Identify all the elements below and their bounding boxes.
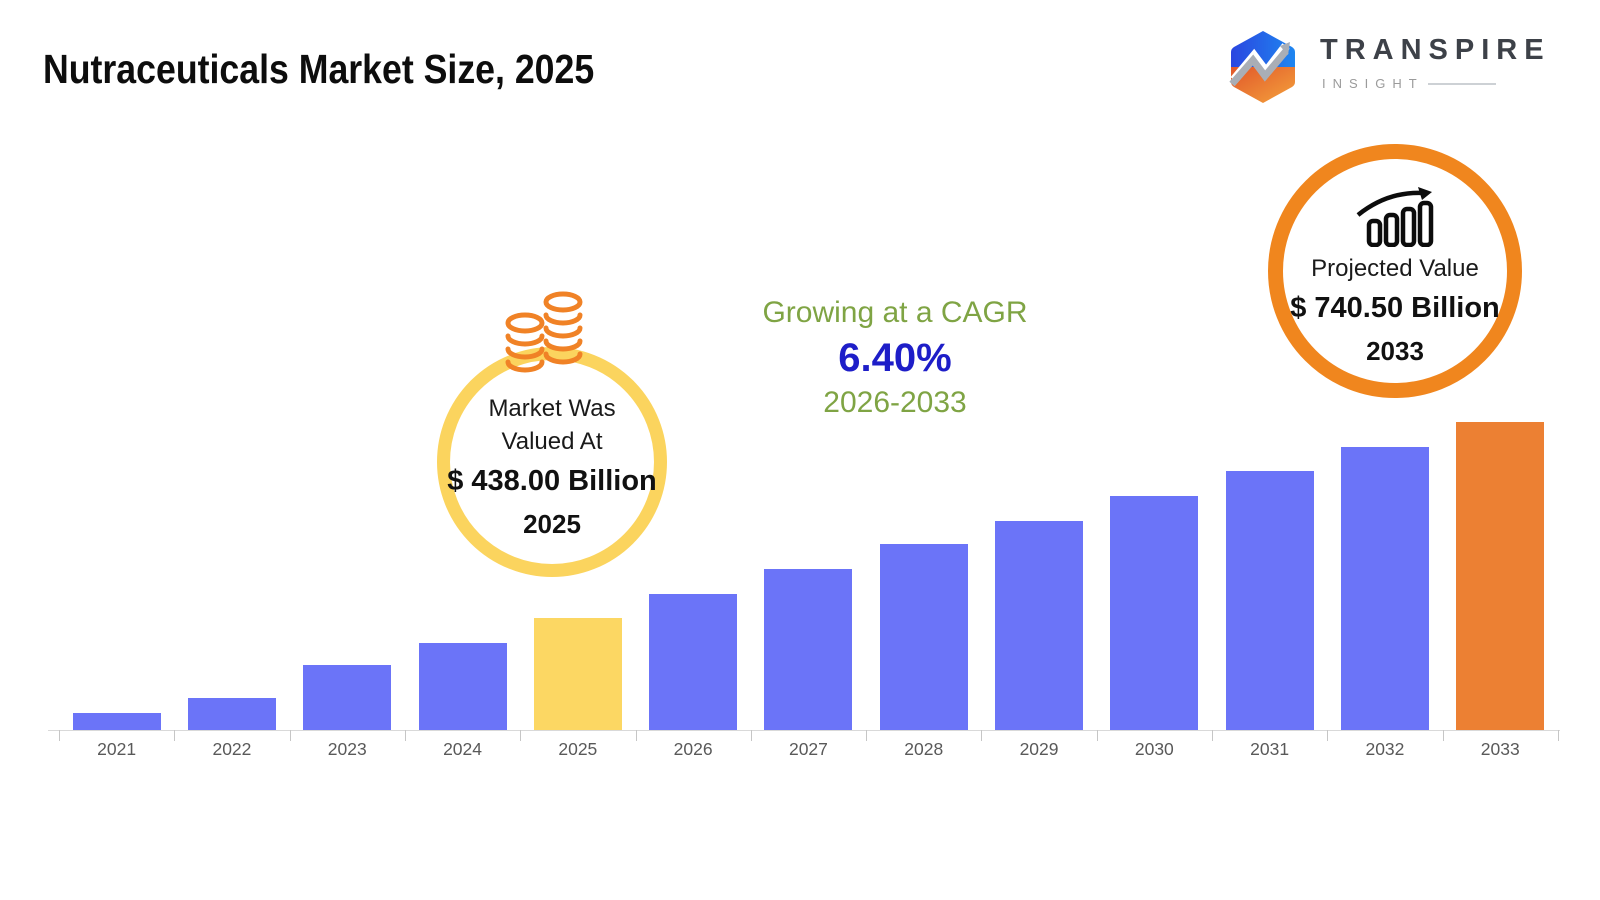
- bar-2022: [187, 698, 276, 730]
- bar-2032: [1340, 447, 1429, 730]
- x-axis-tick: [1327, 730, 1329, 741]
- coins-stack-icon: [505, 291, 583, 373]
- cagr-range: 2026-2033: [823, 386, 967, 419]
- bar-2030: [1110, 496, 1199, 730]
- x-axis-tick: [750, 730, 752, 741]
- x-axis-tick: [866, 730, 868, 741]
- brand-logo: TRANSPIRE INSIGHT: [1224, 24, 1544, 108]
- x-axis-label-2028: 2028: [904, 739, 944, 759]
- bar-2024: [418, 643, 507, 730]
- cagr-value: 6.40%: [838, 336, 952, 380]
- x-axis-tick: [981, 730, 983, 741]
- x-axis-tick: [1212, 730, 1213, 741]
- valued-line2: Valued At: [501, 428, 603, 455]
- bar-2023: [303, 665, 392, 730]
- x-axis-tick: [635, 730, 637, 741]
- transpire-logo-mark-icon: [1229, 31, 1295, 103]
- brand-subtitle-rule: [1427, 82, 1496, 85]
- x-axis-label-2026: 2026: [673, 739, 713, 759]
- bar-2033: [1456, 422, 1545, 730]
- x-axis-label-2030: 2030: [1134, 739, 1174, 759]
- x-axis-label-2029: 2029: [1019, 739, 1059, 759]
- brand-subtitle-text: INSIGHT: [1322, 76, 1424, 91]
- brand-subtitle: INSIGHT: [1322, 76, 1496, 91]
- valued-amount: $ 438.00 Billion: [447, 465, 657, 497]
- x-axis-label-2032: 2032: [1365, 739, 1405, 759]
- x-axis-tick: [59, 730, 60, 741]
- projected-line1: Projected Value: [1311, 255, 1479, 282]
- bar-2029: [995, 521, 1084, 730]
- x-axis-label-2025: 2025: [558, 739, 598, 759]
- brand-name: TRANSPIRE: [1320, 34, 1551, 66]
- projected-year: 2033: [1366, 336, 1424, 366]
- bar-2021: [72, 713, 161, 730]
- page-title: Nutraceuticals Market Size, 2025: [43, 46, 595, 92]
- growth-bars-icon: [1356, 187, 1434, 248]
- x-axis-label-2033: 2033: [1480, 739, 1520, 759]
- x-axis-label-2027: 2027: [788, 739, 828, 759]
- x-axis-line: [48, 730, 1560, 731]
- cagr-block: Growing at a CAGR 6.40% 2026-2033: [715, 294, 1075, 422]
- valued-line1: Market Was: [488, 395, 616, 422]
- x-axis-tick: [520, 730, 522, 741]
- x-axis-tick: [1442, 730, 1444, 741]
- x-axis-label-2024: 2024: [443, 739, 482, 759]
- x-axis-label-2023: 2023: [327, 739, 367, 759]
- projected-amount: $ 740.50 Billion: [1290, 292, 1500, 324]
- cagr-caption: Growing at a CAGR: [762, 296, 1028, 329]
- x-axis-tick: [289, 730, 291, 741]
- x-axis-tick: [1096, 730, 1098, 741]
- bar-2025: [533, 618, 622, 730]
- bar-2026: [649, 594, 738, 730]
- valued-year: 2025: [523, 509, 581, 539]
- x-axis-label-2031: 2031: [1250, 739, 1290, 759]
- x-axis-label-2021: 2021: [97, 739, 137, 759]
- bar-2031: [1225, 471, 1314, 730]
- x-axis-label-2022: 2022: [212, 739, 252, 759]
- bar-2028: [879, 544, 968, 730]
- x-axis-tick: [1557, 730, 1559, 741]
- bar-2027: [764, 569, 853, 730]
- x-axis-tick: [404, 730, 406, 741]
- x-axis-tick: [174, 730, 176, 741]
